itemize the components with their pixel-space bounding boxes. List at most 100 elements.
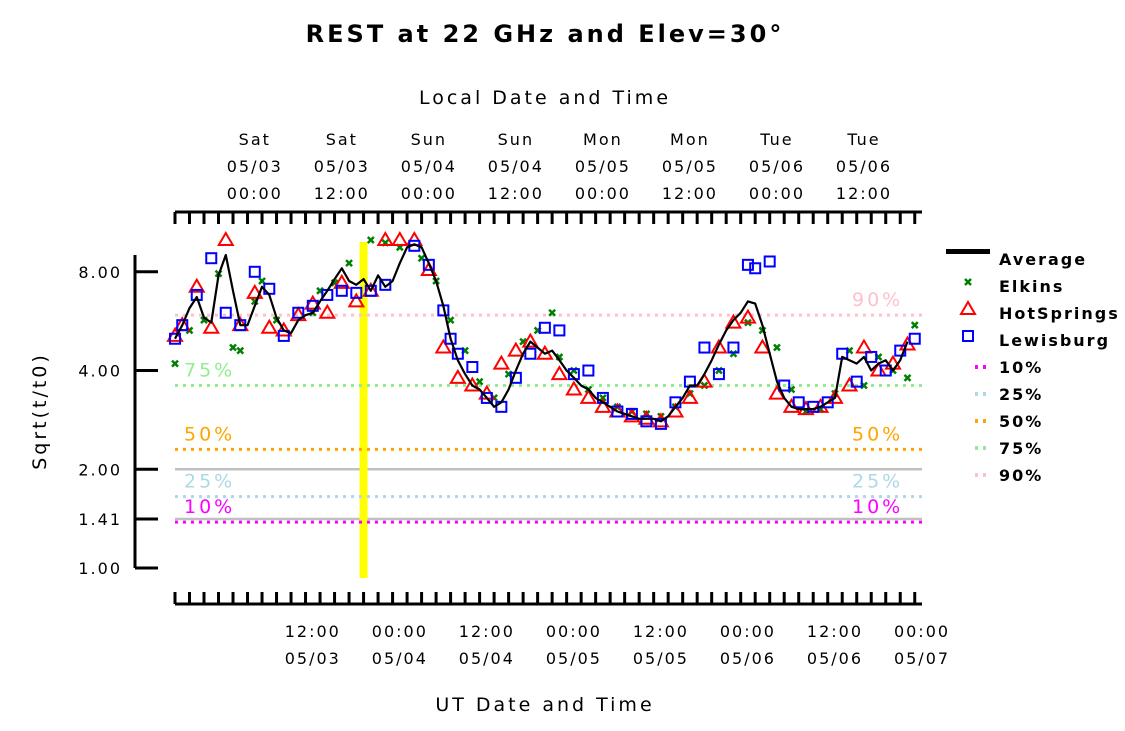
series-elkins-point — [446, 316, 455, 324]
series-lewisburg-point — [698, 341, 711, 354]
top-tick-label-date: 05/04 — [401, 157, 457, 176]
series-hotsprings-point — [318, 303, 337, 319]
series-elkins-point — [236, 346, 245, 355]
legend-label: Lewisburg — [999, 331, 1110, 350]
legend: Average Elkins HotSprings Lewisburg 10% 25% 50… — [946, 249, 1120, 485]
legend-swatch-hotsprings — [959, 300, 977, 315]
series-elkins-point — [773, 343, 781, 352]
bottom-tick-label-time: 00:00 — [894, 622, 950, 641]
series-lewisburg-point — [219, 306, 232, 319]
legend-swatch-lewisburg — [962, 330, 974, 342]
series-lewisburg-point — [741, 258, 754, 271]
bottom-tick-label-date: 05/05 — [546, 649, 602, 668]
reference-lines — [175, 468, 922, 521]
top-tick-label-day: Sat — [326, 130, 358, 149]
series-lewisburg-point — [727, 341, 740, 354]
series-hotsprings-point — [869, 361, 888, 377]
series-hotsprings-point — [594, 397, 612, 413]
top-tick-label-time: 00:00 — [575, 184, 631, 203]
legend-label: 25% — [999, 385, 1043, 404]
series-hotsprings-point — [724, 313, 743, 329]
series-hotsprings-point — [376, 231, 395, 246]
percentile-label-right: 50% — [852, 423, 903, 445]
series-hotsprings-point — [202, 318, 221, 334]
bottom-tick-label-time: 00:00 — [546, 622, 602, 641]
series-hotsprings-point — [434, 338, 453, 354]
legend-label: HotSprings — [999, 304, 1120, 323]
series-hotsprings-point — [550, 365, 569, 381]
top-tick-label-date: 05/04 — [488, 157, 544, 176]
series-hotsprings-point — [782, 397, 801, 413]
series-hotsprings-point — [217, 231, 235, 246]
series-average-line — [174, 243, 909, 423]
bottom-tick-label-date: 05/06 — [807, 649, 863, 668]
top-tick-label-day: Tue — [846, 130, 880, 149]
top-tick-label-time: 00:00 — [401, 184, 457, 203]
legend-label: 75% — [999, 439, 1043, 458]
top-tick-label-date: 05/06 — [836, 157, 892, 176]
series-elkins-point — [903, 373, 912, 382]
top-tick-label-time: 00:00 — [227, 184, 283, 203]
top-tick-label-time: 12:00 — [488, 184, 544, 203]
series-elkins-point — [475, 377, 484, 386]
top-tick-label-day: Sun — [498, 130, 534, 149]
legend-label: Average — [999, 250, 1087, 269]
y-tick-label: 1.00 — [78, 559, 122, 578]
series-lewisburg-point — [350, 286, 363, 299]
series-hotsprings-point — [840, 376, 859, 392]
series-lewisburg-point — [749, 262, 762, 275]
series-lewisburg-point — [582, 364, 595, 377]
series-elkins-point — [366, 236, 375, 244]
series-lewisburg-point — [292, 306, 305, 319]
top-tick-label-day: Mon — [583, 130, 623, 149]
series-lewisburg-point — [466, 361, 479, 374]
series-lewisburg-point — [480, 391, 493, 404]
series-lewisburg-point — [422, 258, 435, 271]
series-lewisburg-point — [865, 350, 878, 363]
series-lewisburg-point — [792, 396, 805, 409]
series-hotsprings-point — [565, 380, 583, 396]
percentile-label-left: 25% — [184, 471, 235, 493]
series-hotsprings-point — [884, 354, 902, 370]
series-hotsprings-point — [753, 338, 772, 354]
percentile-label-left: 50% — [184, 423, 235, 445]
bottom-tick-label-time: 12:00 — [285, 622, 341, 641]
series-elkins-point — [910, 321, 919, 330]
series-lewisburg-point — [640, 415, 653, 428]
series-hotsprings-point — [521, 332, 540, 348]
series-lewisburg-point — [205, 252, 218, 265]
y-tick-label: 8.00 — [78, 263, 122, 282]
series-hotsprings-point — [304, 294, 322, 310]
series-elkins-point — [700, 381, 709, 390]
series-lewisburg-point — [335, 284, 348, 297]
series-lewisburg-point — [850, 375, 863, 388]
top-tick-label-date: 05/05 — [575, 157, 631, 176]
y-axis-title: Sqrt(t/t0) — [29, 352, 51, 470]
series-lewisburg-point — [611, 405, 624, 418]
percentile-label-right: 10% — [852, 496, 903, 518]
top-tick-label-time: 00:00 — [749, 184, 805, 203]
bottom-tick-label-date: 05/04 — [372, 649, 428, 668]
series-hotsprings-point — [391, 231, 409, 246]
legend-swatch-elkins — [964, 278, 972, 286]
bottom-tick-label-time: 00:00 — [720, 622, 776, 641]
series-lewisburg-point — [894, 344, 907, 357]
series-elkins-point — [229, 343, 237, 352]
top-tick-label-date: 05/06 — [749, 157, 805, 176]
series-lewisburg-point — [248, 265, 261, 278]
top-tick-label-day: Sun — [411, 130, 447, 149]
legend-label: 50% — [999, 412, 1043, 431]
series-hotsprings-point — [768, 384, 786, 400]
series-lewisburg-point — [379, 278, 392, 291]
series-hotsprings-point — [463, 376, 482, 392]
legend-label: 90% — [999, 466, 1043, 485]
bottom-tick-label-date: 05/04 — [459, 649, 515, 668]
y-tick-label: 4.00 — [78, 362, 122, 381]
series-hotsprings-point — [333, 273, 351, 289]
series-layer — [166, 231, 921, 430]
series-hotsprings-point — [579, 388, 598, 404]
series-lewisburg-point — [364, 284, 377, 297]
series-hotsprings-point — [507, 341, 525, 357]
series-lewisburg-point — [553, 324, 566, 337]
